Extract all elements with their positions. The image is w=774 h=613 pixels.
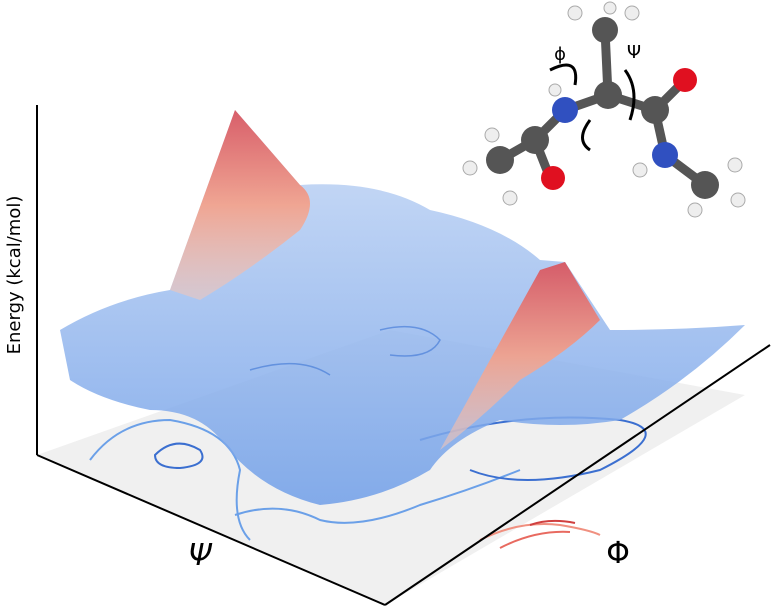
psi-axis-label: Ψ xyxy=(188,538,213,573)
axes xyxy=(36,105,771,606)
peak-right xyxy=(440,262,600,450)
molecule xyxy=(462,1,746,218)
molecule-phi-label: ϕ xyxy=(554,44,566,65)
phi-axis-label: Φ xyxy=(606,536,630,571)
z-axis-label: Energy (kcal/mol) xyxy=(4,196,25,355)
molecule-psi-label: Ψ xyxy=(627,42,641,63)
peak-left xyxy=(170,110,310,300)
contours xyxy=(89,416,647,549)
surface-contours xyxy=(249,325,441,376)
